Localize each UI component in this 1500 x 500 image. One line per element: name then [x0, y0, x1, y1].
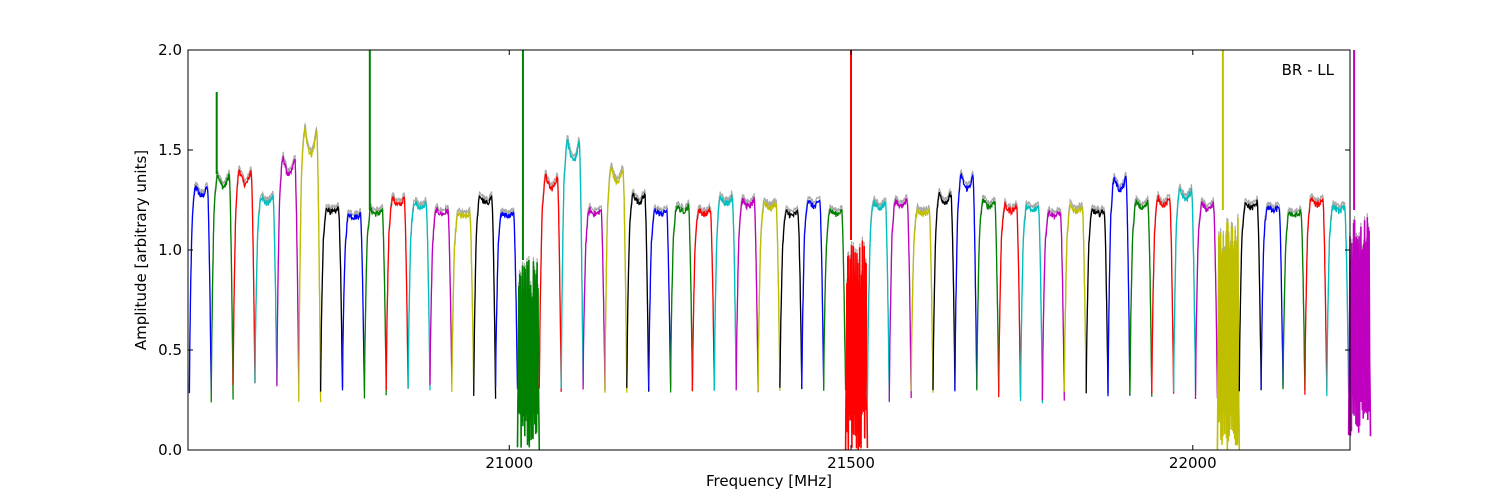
channel-trace-48 [1238, 199, 1262, 392]
channel-trace-36 [976, 198, 1000, 393]
channel-trace-26 [757, 201, 781, 392]
channel-trace-39 [1041, 210, 1065, 401]
channel-trace-6 [319, 206, 344, 392]
channel-trace-50 [1282, 209, 1306, 391]
trace-group [188, 50, 1372, 451]
channel-trace-22 [669, 203, 694, 393]
channel-trace-23 [691, 205, 715, 392]
y-tick-label: 0.0 [158, 441, 182, 459]
x-axis-ticks: 21000 21500 22000 [485, 50, 1217, 472]
baseline-annotation: BR - LL [1282, 61, 1335, 79]
y-axis-ticks: 0.0 0.5 1.0 1.5 2.0 [158, 41, 1350, 459]
channel-trace-30 [844, 240, 869, 451]
channel-trace-33 [910, 205, 934, 393]
background-trace [363, 203, 387, 395]
x-tick-label: 22000 [1169, 454, 1217, 472]
channel-trace-14 [494, 211, 519, 390]
channel-trace-1 [210, 173, 234, 403]
channel-trace-49 [1260, 204, 1284, 390]
channel-trace-4 [276, 155, 300, 387]
y-tick-label: 2.0 [158, 41, 182, 59]
channel-trace-24 [713, 194, 737, 391]
y-tick-label: 0.5 [158, 341, 182, 359]
channel-trace-0 [188, 185, 212, 394]
channel-trace-34 [932, 191, 956, 391]
channel-trace-46 [1194, 201, 1219, 400]
channel-trace-52 [1326, 204, 1350, 397]
channel-trace-11 [429, 206, 453, 386]
channel-trace-7 [341, 211, 366, 391]
channel-trace-9 [385, 195, 409, 391]
channel-trace-5 [298, 125, 322, 403]
channel-trace-47 [1216, 217, 1241, 451]
x-tick-label: 21000 [485, 454, 533, 472]
channel-trace-15 [516, 259, 541, 451]
channel-trace-45 [1172, 187, 1197, 393]
y-axis-label: Amplitude [arbitrary units] [132, 150, 150, 350]
y-tick-label: 1.5 [158, 141, 182, 159]
x-tick-label: 21500 [827, 454, 875, 472]
channel-trace-44 [1151, 195, 1175, 394]
channel-trace-27 [779, 208, 803, 390]
channel-trace-42 [1107, 175, 1131, 397]
channel-trace-40 [1063, 201, 1087, 393]
x-axis-label: Frequency [MHz] [706, 472, 832, 490]
channel-trace-53 [1347, 217, 1372, 437]
channel-trace-51 [1304, 197, 1328, 395]
channel-trace-3 [254, 194, 278, 385]
channel-trace-12 [451, 210, 475, 393]
channel-trace-43 [1129, 198, 1153, 397]
channel-trace-13 [473, 195, 497, 399]
channel-trace-28 [801, 199, 825, 389]
channel-trace-21 [648, 207, 672, 391]
channel-trace-16 [538, 173, 562, 392]
channel-trace-25 [735, 197, 759, 393]
channel-trace-41 [1085, 208, 1109, 394]
channel-trace-37 [998, 200, 1022, 398]
channel-trace-20 [626, 192, 650, 392]
channel-trace-31 [866, 199, 890, 403]
channel-trace-10 [407, 200, 431, 391]
y-tick-label: 1.0 [158, 241, 182, 259]
channel-trace-8 [363, 207, 387, 399]
channel-trace-18 [582, 206, 606, 391]
channel-trace-19 [604, 165, 628, 393]
channel-trace-17 [560, 139, 584, 389]
channel-trace-29 [823, 208, 847, 391]
channel-trace-32 [888, 198, 912, 402]
channel-trace-35 [954, 172, 978, 392]
channel-trace-2 [232, 169, 256, 386]
channel-trace-38 [1019, 204, 1044, 404]
